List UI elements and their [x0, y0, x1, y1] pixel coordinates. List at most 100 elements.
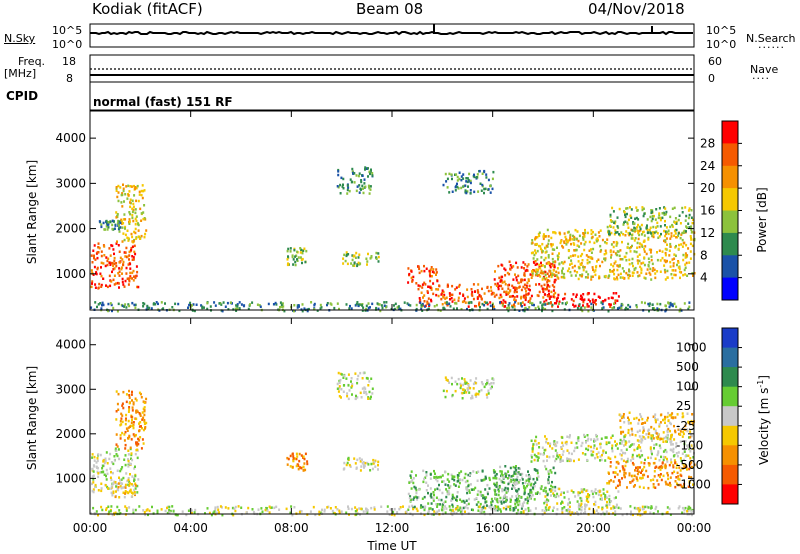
- xtick-label: 16:00: [475, 521, 510, 535]
- velocity-echo-region-5: [342, 456, 380, 472]
- xtick-label: 00:00: [677, 521, 712, 535]
- freq-unit-label: [MHz]: [4, 67, 37, 80]
- freq-tick-top-right: 60: [708, 55, 722, 68]
- power-echo-region-2: [98, 219, 122, 231]
- velocity-colorbar-label-main: Velocity [m s: [757, 388, 771, 465]
- cpid-label: CPID: [6, 89, 39, 103]
- velocity-colorbar-segment: [722, 406, 738, 427]
- velocity-colorbar-tick-label: -25: [676, 419, 696, 433]
- velocity-colorbar-segment: [722, 425, 738, 446]
- cpid-panel-frame: [89, 81, 695, 111]
- power-echo-region-8: [492, 260, 557, 299]
- velocity-echo-region-7: [492, 465, 557, 503]
- power-panel-frame: [89, 110, 695, 311]
- power-ytick-label: 3000: [55, 176, 86, 190]
- velocity-colorbar: 1000 500 100 25 -25 -100 -500 -1000: [676, 327, 742, 505]
- x-axis-label: Time UT: [366, 539, 417, 553]
- velocity-echo-region-3: [286, 452, 309, 472]
- velocity-ytick-label: 4000: [55, 338, 86, 352]
- power-echo-region-3: [286, 247, 308, 267]
- power-echo-region-0: [90, 242, 140, 290]
- velocity-ytick-label: 1000: [55, 471, 86, 485]
- power-colorbar-segment: [722, 255, 738, 279]
- xtick-label: 12:00: [375, 521, 410, 535]
- velocity-echo-region-9: [530, 433, 696, 463]
- velocity-echo-region-8: [543, 487, 620, 512]
- power-panel: 1000 2000 3000 4000: [55, 110, 696, 313]
- velocity-echo-region-12: [442, 376, 495, 400]
- velocity-echo-region-0: [91, 447, 140, 494]
- power-colorbar-segment: [722, 143, 738, 167]
- nsky-tick-top-left: 10^5: [52, 24, 83, 37]
- power-colorbar-tick-label: 12: [700, 226, 715, 240]
- velocity-y-axis-label: Slant Range [km]: [25, 366, 39, 470]
- velocity-colorbar-segment: [722, 347, 738, 368]
- velocity-panel: 1000 2000 3000 4000 00:00 04:00 08:00 12:00 16:0…: [55, 317, 712, 535]
- power-ytick-label: 4000: [55, 131, 86, 145]
- power-colorbar-segment: [722, 210, 738, 234]
- freq-tick-top-left: 18: [62, 55, 76, 68]
- nave-legend-dots: ····: [752, 72, 770, 85]
- beam-title: Beam 08: [356, 0, 424, 18]
- power-colorbar-tick-label: 4: [700, 271, 708, 285]
- power-colorbar-segment: [722, 277, 738, 301]
- velocity-colorbar-tick-label: -1000: [676, 477, 711, 491]
- power-colorbar-tick-label: 28: [700, 136, 715, 150]
- power-colorbar-tick-label: 8: [700, 248, 708, 262]
- nsky-panel-frame: [89, 23, 695, 48]
- power-echo-region-7: [417, 282, 532, 308]
- power-echo-region-4: [336, 166, 374, 195]
- power-echo-region-1: [115, 183, 148, 244]
- station-title: Kodiak (fitACF): [92, 0, 203, 18]
- velocity-colorbar-tick-label: 25: [676, 399, 691, 413]
- freq-tick-bottom-right: 0: [708, 72, 715, 85]
- velocity-echo-region-2: [110, 478, 137, 499]
- nsky-trace: [90, 30, 693, 36]
- power-echo-region-13: [90, 301, 691, 313]
- power-colorbar-label: Power [dB]: [755, 187, 769, 252]
- xtick-label: 04:00: [173, 521, 208, 535]
- velocity-colorbar-tick-label: 1000: [676, 341, 707, 355]
- nsky-label: N.Sky: [4, 32, 36, 45]
- power-echo-region-11: [606, 206, 695, 236]
- velocity-echo-region-4: [336, 371, 374, 401]
- power-ytick-label: 2000: [55, 222, 86, 236]
- velocity-colorbar-tick-label: 500: [676, 360, 699, 374]
- nsearch-legend-dots: ······: [758, 41, 785, 54]
- velocity-colorbar-segment: [722, 367, 738, 388]
- power-colorbar-segment: [722, 165, 738, 189]
- velocity-colorbar-segment: [722, 464, 738, 485]
- power-colorbar-segment: [722, 188, 738, 211]
- velocity-colorbar-tick-label: -500: [676, 458, 703, 472]
- power-colorbar: 4 8 12 16 20 24 28: [700, 120, 742, 301]
- velocity-colorbar-segment: [722, 484, 738, 505]
- velocity-colorbar-frame: [721, 327, 739, 505]
- xtick-label: 20:00: [576, 521, 611, 535]
- power-colorbar-tick-label: 20: [700, 181, 715, 195]
- power-echo-region-5: [342, 251, 380, 268]
- velocity-ytick-label: 3000: [55, 382, 86, 396]
- nsky-tick-bottom-right: 10^0: [706, 38, 737, 51]
- velocity-colorbar-segment: [722, 445, 738, 466]
- power-colorbar-segment: [722, 232, 738, 256]
- power-echo-region-6: [407, 264, 439, 285]
- power-echo-region-10: [530, 228, 696, 281]
- velocity-echo-cells: [90, 371, 696, 517]
- velocity-colorbar-label-end: ]: [757, 375, 771, 380]
- velocity-echo-region-1: [115, 389, 148, 450]
- power-ytick-label: 1000: [55, 267, 86, 281]
- power-echo-region-9: [543, 292, 620, 308]
- velocity-colorbar-segment: [722, 386, 738, 407]
- velocity-colorbar-label-sup: -1: [756, 380, 765, 388]
- velocity-colorbar-tick-label: -100: [676, 438, 703, 452]
- date-title: 04/Nov/2018: [588, 0, 685, 18]
- power-colorbar-segment: [722, 121, 738, 144]
- velocity-echo-region-10: [606, 460, 696, 490]
- power-colorbar-tick-label: 24: [700, 159, 715, 173]
- velocity-echo-region-11: [618, 411, 695, 441]
- velocity-colorbar-segment: [722, 328, 738, 349]
- nsky-tick-top-right: 10^5: [706, 24, 737, 37]
- freq-tick-bottom-left: 8: [66, 72, 73, 85]
